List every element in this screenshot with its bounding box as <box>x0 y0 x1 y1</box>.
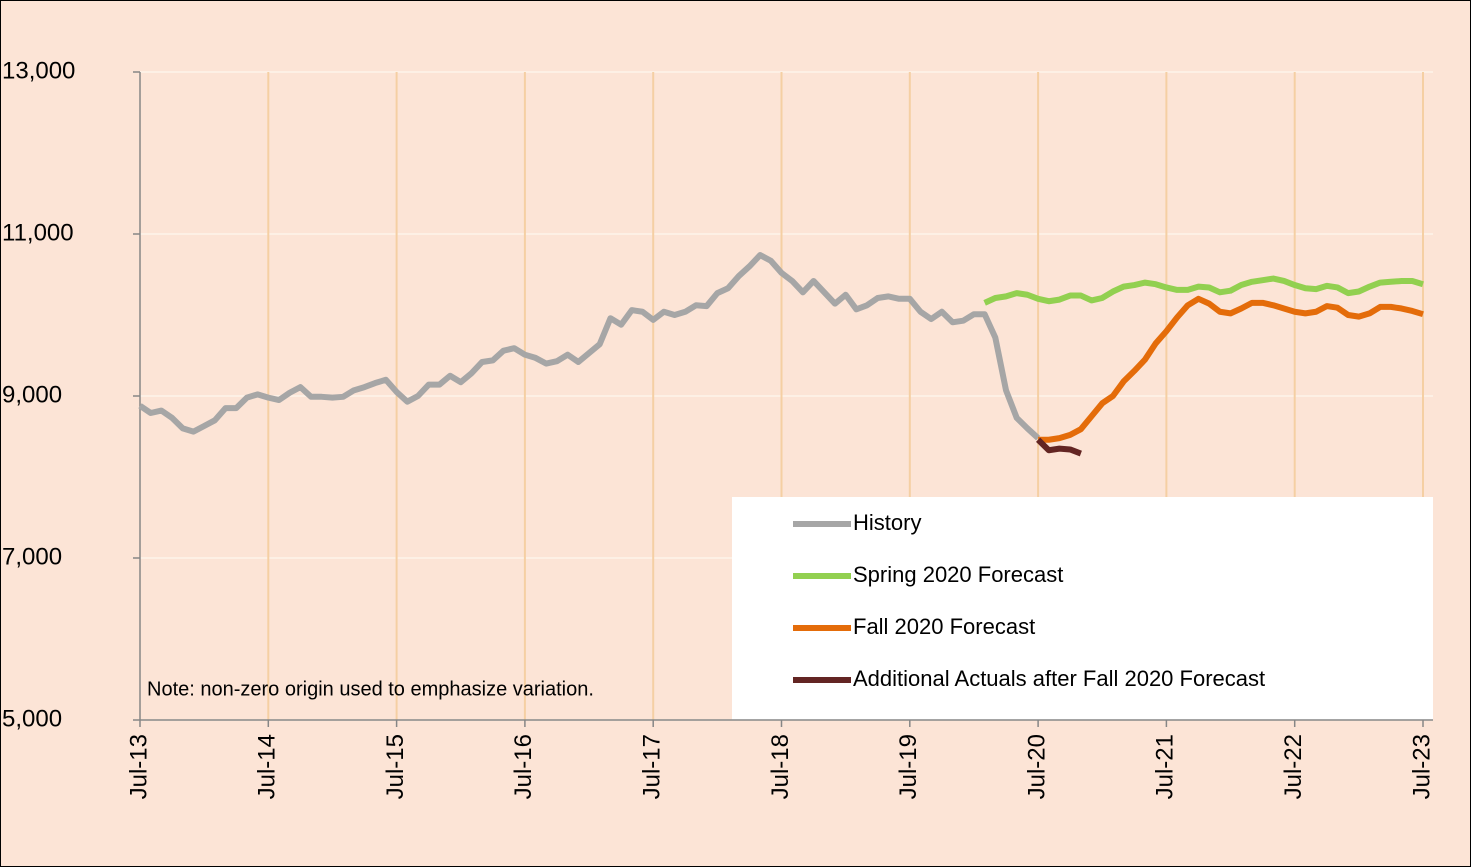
x-tick-label: Jul-14 <box>254 734 281 799</box>
x-tick-label: Jul-22 <box>1280 734 1307 799</box>
note: Note: non-zero origin used to emphasize … <box>147 678 594 700</box>
x-tick-label: Jul-17 <box>639 734 666 799</box>
y-tick-label: 5,000 <box>2 705 62 732</box>
x-tick-label: Jul-13 <box>125 734 152 799</box>
y-tick-label: 9,000 <box>2 381 62 408</box>
legend-label: Spring 2020 Forecast <box>853 562 1063 587</box>
x-tick-label: Jul-15 <box>382 734 409 799</box>
series-line <box>983 275 1424 306</box>
series-line <box>1035 437 1082 457</box>
x-tick-label: Jul-20 <box>1023 734 1050 799</box>
y-tick-label: 13,000 <box>2 57 75 84</box>
y-tick-label: 7,000 <box>2 543 62 570</box>
legend-label: History <box>853 510 921 535</box>
x-tick-label: Jul-21 <box>1152 734 1179 799</box>
legend-label: Fall 2020 Forecast <box>853 614 1035 639</box>
legend-label: Additional Actuals after Fall 2020 Forec… <box>853 666 1265 691</box>
series-line <box>1038 295 1424 443</box>
x-tick-label: Jul-16 <box>510 734 537 799</box>
x-tick-label: Jul-23 <box>1408 734 1435 799</box>
x-tick-label: Jul-18 <box>767 734 794 799</box>
x-tick-label: Jul-19 <box>895 734 922 799</box>
series-line <box>138 252 1041 441</box>
y-tick-label: 11,000 <box>2 219 74 246</box>
